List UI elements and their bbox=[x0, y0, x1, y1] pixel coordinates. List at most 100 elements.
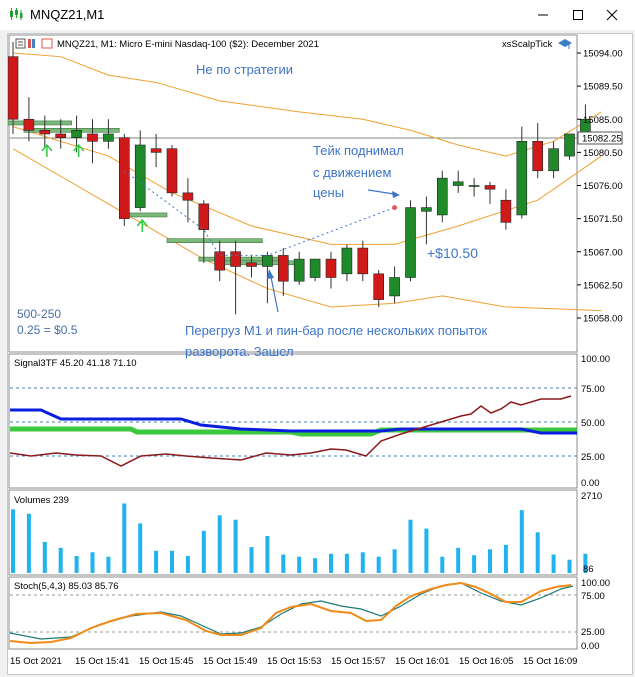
svg-text:15 Oct 16:01: 15 Oct 16:01 bbox=[395, 656, 449, 667]
svg-text:15 Oct 15:57: 15 Oct 15:57 bbox=[331, 656, 385, 667]
candle bbox=[182, 178, 194, 223]
signal-axis: 100.00 75.00 50.00 25.00 0.00 bbox=[581, 354, 610, 489]
volume-bar bbox=[440, 556, 445, 573]
candle bbox=[277, 248, 289, 296]
volume-bar bbox=[583, 553, 588, 573]
title-bar: MNQZ21,M1 bbox=[0, 0, 635, 30]
candle bbox=[532, 122, 544, 179]
candle-body bbox=[421, 207, 432, 212]
signal-blue-line bbox=[10, 408, 577, 435]
volume-bar bbox=[360, 552, 365, 573]
current-price-box bbox=[577, 131, 623, 145]
candle-body bbox=[389, 277, 400, 297]
svg-text:15 Oct 15:53: 15 Oct 15:53 bbox=[267, 656, 321, 667]
volume-bar bbox=[217, 515, 222, 573]
volume-bar bbox=[503, 544, 508, 573]
volume-bar bbox=[74, 555, 79, 573]
price-tick-label: 15085.00 bbox=[583, 115, 623, 126]
candle-body bbox=[532, 141, 544, 172]
buy-arrow bbox=[136, 218, 148, 232]
main-price-panel[interactable] bbox=[8, 34, 578, 353]
volume-bar bbox=[154, 550, 159, 573]
chart-window[interactable]: MNQZ21, M1: Micro E-mini Nasdaq-100 ($2)… bbox=[7, 33, 633, 675]
annotation-profit: +$10.50 bbox=[427, 245, 478, 261]
candle bbox=[214, 240, 225, 282]
svg-text:100.00: 100.00 bbox=[581, 578, 610, 589]
candle-body bbox=[150, 148, 162, 153]
volume-bar bbox=[170, 550, 174, 573]
volume-bar bbox=[90, 552, 95, 573]
price-tick-label: 15089.50 bbox=[583, 82, 623, 93]
chart-info: MNQZ21, M1: Micro E-mini Nasdaq-100 ($2)… bbox=[57, 39, 319, 50]
annotation-comment-2: разворота. Зашел bbox=[185, 344, 294, 359]
annotation-not-strategy: Не по стратегии bbox=[196, 62, 293, 77]
candle-body bbox=[230, 251, 241, 267]
chart-header: MNQZ21, M1: Micro E-mini Nasdaq-100 ($2)… bbox=[15, 38, 572, 50]
candle-body bbox=[246, 262, 257, 267]
candle-body bbox=[293, 258, 305, 282]
trade-panel-icon[interactable] bbox=[41, 38, 53, 49]
chart-canvas[interactable]: MNQZ21, M1: Micro E-mini Nasdaq-100 ($2)… bbox=[7, 34, 632, 674]
candle bbox=[119, 133, 130, 226]
stoch-label: Stoch(5,4,3) 85.03 85.76 bbox=[14, 581, 119, 592]
candle-body bbox=[516, 141, 528, 216]
volume-bar bbox=[281, 554, 286, 573]
volume-bar bbox=[408, 519, 413, 573]
svg-text:100.00: 100.00 bbox=[581, 354, 610, 365]
candle bbox=[309, 258, 321, 282]
order-zone bbox=[7, 120, 72, 126]
volumes-label: Volumes 239 bbox=[14, 495, 69, 506]
candle-body bbox=[182, 192, 194, 201]
volume-bar bbox=[185, 555, 190, 573]
volumes-panel[interactable] bbox=[8, 489, 578, 576]
svg-text:15 Oct 15:45: 15 Oct 15:45 bbox=[139, 656, 193, 667]
price-axis[interactable]: 15094.00 15089.50 15085.00 15080.50 15076.00… bbox=[577, 49, 623, 325]
candle-body bbox=[357, 247, 369, 275]
candle bbox=[325, 251, 337, 289]
volume-bar bbox=[265, 536, 270, 573]
candle-body bbox=[119, 137, 130, 219]
candle-body bbox=[436, 177, 448, 216]
time-axis[interactable]: 15 Oct 2021 15 Oct 15:41 15 Oct 15:45 15… bbox=[10, 656, 577, 667]
minimize-button[interactable] bbox=[528, 4, 558, 26]
candle bbox=[103, 119, 114, 149]
close-button[interactable] bbox=[597, 4, 627, 26]
candle-body bbox=[548, 148, 559, 172]
buy-arrow bbox=[73, 143, 85, 157]
candle-body bbox=[484, 185, 496, 190]
one-click-sell-icon[interactable] bbox=[28, 39, 31, 48]
signal-panel[interactable] bbox=[8, 353, 578, 489]
candle bbox=[87, 119, 98, 164]
bollinger-bands bbox=[12, 52, 602, 312]
buy-arrow bbox=[41, 143, 53, 157]
candle-body bbox=[71, 129, 82, 138]
maximize-button[interactable] bbox=[563, 4, 593, 26]
candle bbox=[452, 170, 464, 193]
candle bbox=[341, 244, 353, 282]
price-tick-label: 15071.50 bbox=[583, 214, 623, 225]
bb-middle-line bbox=[12, 126, 602, 245]
volume-bar bbox=[249, 547, 254, 573]
candle bbox=[484, 181, 496, 204]
candle-body bbox=[373, 273, 385, 300]
svg-text:25.00: 25.00 bbox=[581, 452, 605, 463]
candle-body bbox=[87, 133, 98, 142]
annotation-arrow-take bbox=[367, 189, 395, 195]
candle-body bbox=[309, 258, 321, 278]
candle-body bbox=[103, 133, 114, 142]
stoch-main-line bbox=[9, 581, 572, 645]
candle bbox=[421, 196, 432, 245]
candle bbox=[405, 200, 416, 282]
price-tick-label: 15076.00 bbox=[583, 181, 623, 192]
signal-levels bbox=[10, 387, 577, 457]
volume-bar bbox=[106, 556, 111, 573]
svg-text:75.00: 75.00 bbox=[581, 591, 605, 602]
volume-bars bbox=[11, 503, 588, 573]
candle-body bbox=[405, 207, 416, 278]
candle-body bbox=[55, 133, 67, 138]
price-tick-label: 15094.00 bbox=[583, 49, 623, 60]
annotation-range: 500-250 bbox=[17, 307, 61, 321]
chart-list-icon[interactable] bbox=[15, 38, 26, 49]
price-tick-label: 15058.00 bbox=[583, 314, 623, 325]
candle bbox=[516, 126, 528, 219]
